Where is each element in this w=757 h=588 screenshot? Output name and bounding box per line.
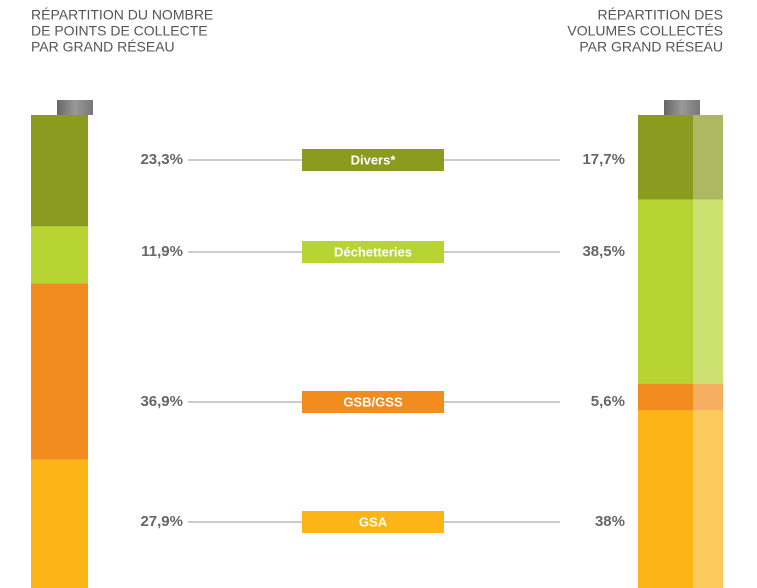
column-title: RÉPARTITION DES: [597, 7, 723, 23]
segment: [31, 459, 88, 588]
segment: [31, 283, 88, 460]
value-label: 38,5%: [582, 243, 625, 260]
legend-box: [302, 391, 444, 413]
legend-label: GSB/GSS: [343, 394, 403, 409]
segment: [638, 383, 723, 411]
legend-box: [302, 149, 444, 171]
segment: [31, 226, 88, 284]
legend-label: GSA: [359, 514, 388, 529]
battery-cap: [57, 100, 93, 115]
value-label: 38%: [595, 513, 625, 530]
column-title: RÉPARTITION DU NOMBRE: [31, 7, 213, 23]
battery-cap: [664, 100, 700, 115]
value-label: 5,6%: [591, 393, 625, 410]
highlight: [693, 115, 723, 588]
column-title: PAR GRAND RÉSEAU: [579, 39, 723, 55]
value-label: 17,7%: [582, 151, 625, 168]
column-title: DE POINTS DE COLLECTE: [31, 23, 208, 39]
segment: [31, 115, 88, 227]
legend-box: [302, 511, 444, 533]
value-label: 23,3%: [140, 151, 183, 168]
value-label: 11,9%: [141, 243, 183, 260]
segment: [638, 199, 723, 384]
value-label: 27,9%: [140, 513, 183, 530]
column-title: PAR GRAND RÉSEAU: [31, 39, 175, 55]
legend-label: Déchetteries: [334, 244, 412, 259]
value-label: 36,9%: [140, 393, 183, 410]
column-title: VOLUMES COLLECTÉS: [567, 23, 723, 39]
legend-label: Divers*: [351, 152, 397, 167]
segment: [638, 410, 723, 588]
segment: [638, 115, 723, 200]
legend-box: [302, 241, 444, 263]
